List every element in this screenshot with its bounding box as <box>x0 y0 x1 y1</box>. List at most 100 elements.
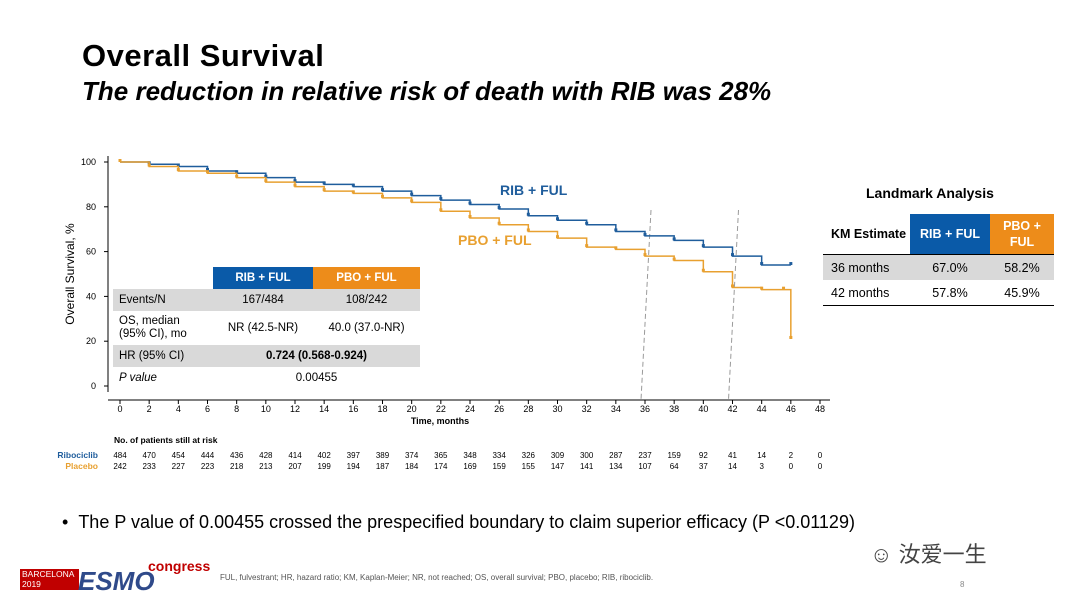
at-risk-value: 227 <box>172 462 186 471</box>
at-risk-value: 3 <box>759 462 764 471</box>
x-tick-label: 34 <box>611 404 621 414</box>
at-risk-row-label: Placebo <box>65 461 98 471</box>
at-risk-value: 348 <box>463 451 477 460</box>
at-risk-value: 187 <box>376 462 390 471</box>
slide-title: Overall Survival <box>82 38 325 73</box>
landmark-table: KM Estimate RIB + FUL PBO + FUL 36 month… <box>823 214 1054 306</box>
at-risk-value: 134 <box>609 462 623 471</box>
censor-mark <box>497 221 501 225</box>
page-number: 8 <box>960 580 965 589</box>
at-risk-value: 237 <box>638 451 652 460</box>
stats-table: RIB + FUL PBO + FUL Events/N 167/484 108… <box>113 267 420 389</box>
censor-mark <box>731 284 734 288</box>
censor-mark <box>585 221 589 225</box>
at-risk-value: 147 <box>551 462 565 471</box>
stats-pbo-value: 40.0 (37.0-NR) <box>328 322 405 334</box>
x-axis-label: Time, months <box>411 416 469 426</box>
stats-row: OS, median (95% CI), mo NR (42.5-NR) 40.… <box>113 311 420 345</box>
at-risk-value: 454 <box>172 451 186 460</box>
stats-label: HR (95% CI) <box>113 345 213 367</box>
censor-mark <box>410 192 414 196</box>
landmark-pbo-value: 45.9% <box>1004 285 1040 300</box>
censor-mark <box>468 201 472 205</box>
censor-mark <box>731 253 734 257</box>
at-risk-value: 92 <box>699 451 708 460</box>
x-tick-label: 40 <box>698 404 708 414</box>
at-risk-value: 159 <box>667 451 681 460</box>
censor-mark <box>526 212 530 216</box>
at-risk-value: 41 <box>728 451 737 460</box>
at-risk-value: 484 <box>113 451 127 460</box>
x-tick-label: 6 <box>205 404 210 414</box>
x-tick-label: 36 <box>640 404 650 414</box>
at-risk-value: 199 <box>317 462 331 471</box>
censor-mark <box>293 183 297 187</box>
at-risk-row-label: Ribociclib <box>57 450 98 460</box>
at-risk-value: 223 <box>201 462 215 471</box>
x-tick-label: 18 <box>377 404 387 414</box>
stats-pbo-value: 108/242 <box>313 289 420 311</box>
censor-mark <box>556 217 559 221</box>
stats-row: P value 0.00455 <box>113 367 420 389</box>
x-tick-label: 48 <box>815 404 825 414</box>
stats-label: OS, median (95% CI), mo <box>119 315 187 340</box>
landmark-header-km: KM Estimate <box>823 214 910 255</box>
censor-mark <box>264 174 268 178</box>
x-tick-label: 16 <box>348 404 358 414</box>
at-risk-value: 397 <box>347 451 361 460</box>
censor-mark <box>410 199 414 203</box>
stats-header-empty <box>113 267 213 289</box>
at-risk-value: 0 <box>818 462 823 471</box>
censor-mark <box>322 188 326 192</box>
censor-mark <box>381 188 384 192</box>
censor-mark <box>293 179 297 183</box>
at-risk-value: 242 <box>113 462 127 471</box>
at-risk-value: 470 <box>142 451 156 460</box>
stats-hr-value: 0.724 (0.568-0.924) <box>213 345 420 367</box>
landmark-header-pbo: PBO + FUL <box>990 214 1054 255</box>
censor-mark <box>206 170 209 174</box>
censor-mark <box>381 194 384 198</box>
landmark-rib-value: 57.8% <box>932 285 968 300</box>
at-risk-value: 233 <box>142 462 156 471</box>
brand-congress: congress <box>148 558 211 574</box>
stats-rib-value: NR (42.5-NR) <box>227 322 299 334</box>
censor-mark <box>614 246 618 250</box>
watermark: ☺ 汝爱一生 <box>870 542 987 567</box>
censor-mark <box>351 183 355 187</box>
x-tick-label: 24 <box>465 404 475 414</box>
landmark-pbo-value: 58.2% <box>1004 260 1040 275</box>
at-risk-value: 14 <box>728 462 737 471</box>
x-tick-label: 26 <box>494 404 504 414</box>
censor-mark <box>235 170 239 174</box>
x-tick-label: 0 <box>117 404 122 414</box>
at-risk-title: No. of patients still at risk <box>114 435 218 445</box>
censor-mark <box>235 174 239 178</box>
censor-mark <box>497 206 501 210</box>
slide-subtitle: The reduction in relative risk of death … <box>82 76 772 106</box>
footnote: FUL, fulvestrant; HR, hazard ratio; KM, … <box>220 573 654 582</box>
landmark-title: Landmark Analysis <box>866 185 994 201</box>
landmark-label: 36 months <box>831 260 890 275</box>
stats-row: Events/N 167/484 108/242 <box>113 289 420 311</box>
x-tick-label: 46 <box>786 404 796 414</box>
censor-mark <box>760 286 764 290</box>
stats-row: HR (95% CI) 0.724 (0.568-0.924) <box>113 345 420 367</box>
series-label-pbo: PBO + FUL <box>458 232 532 248</box>
stats-header-row: RIB + FUL PBO + FUL <box>113 267 420 289</box>
censor-mark <box>351 190 355 194</box>
x-tick-label: 20 <box>407 404 417 414</box>
at-risk-value: 444 <box>201 451 215 460</box>
at-risk-value: 365 <box>434 451 448 460</box>
at-risk-value: 64 <box>670 462 679 471</box>
y-axis-label: Overall Survival, % <box>63 223 77 325</box>
censor-mark <box>585 244 589 248</box>
at-risk-value: 194 <box>347 462 361 471</box>
y-tick-label: 20 <box>86 336 96 346</box>
landmark-label: 42 months <box>831 285 890 300</box>
censor-mark <box>782 286 786 290</box>
at-risk-value: 0 <box>818 451 823 460</box>
stats-p-value: 0.00455 <box>295 372 338 384</box>
at-risk-value: 402 <box>317 451 331 460</box>
